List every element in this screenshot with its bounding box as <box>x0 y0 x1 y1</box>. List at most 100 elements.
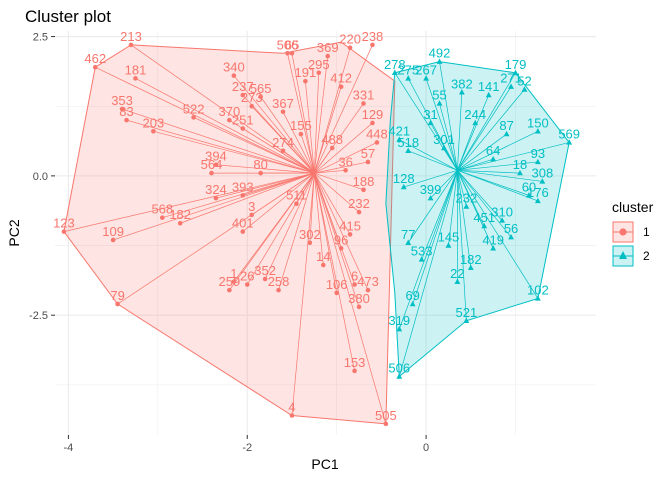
point-label: 506 <box>277 37 299 52</box>
cluster-1-spoke <box>193 117 315 174</box>
cluster-2-point <box>427 119 434 126</box>
cluster-1-spoke <box>314 161 369 174</box>
cluster-1-point <box>128 42 134 48</box>
cluster-2-point <box>427 194 434 201</box>
cluster-2-point <box>463 203 470 209</box>
cluster-1-point <box>240 126 246 131</box>
cluster-2-spoke <box>457 170 512 238</box>
cluster-1-point <box>361 187 366 193</box>
point-label: 26 <box>240 269 254 284</box>
cluster-1-point <box>365 287 371 293</box>
cluster-2-point <box>539 178 546 184</box>
point-label: 79 <box>110 288 124 303</box>
grid-minor <box>55 31 596 435</box>
cluster-1-point <box>231 279 237 285</box>
cluster-1-point <box>280 148 286 154</box>
point-label: 415 <box>339 218 361 233</box>
cluster-2-point <box>508 233 514 240</box>
cluster-1-spoke <box>242 172 315 232</box>
point-label: 109 <box>102 224 124 239</box>
point-label: 232 <box>455 191 477 206</box>
cluster-2-spoke <box>457 169 530 196</box>
cluster-1-point <box>365 159 371 165</box>
point-label: 271 <box>500 71 522 86</box>
cluster-1-point <box>303 78 308 84</box>
point-label: 179 <box>505 57 527 72</box>
point-label: 176 <box>527 185 549 200</box>
cluster-1-point <box>356 304 362 310</box>
cluster-1-spoke <box>313 86 342 174</box>
grid-major <box>55 31 596 435</box>
cluster-1-point <box>244 282 250 287</box>
cluster-1-spoke <box>313 172 342 249</box>
x-tick-label: 0 <box>423 442 429 454</box>
cluster-2-point <box>490 245 497 251</box>
point-label: 6 <box>351 269 358 284</box>
cluster-1-point <box>119 106 125 112</box>
point-label: 488 <box>321 132 343 147</box>
point-label: 83 <box>119 104 133 119</box>
legend-label-2: 2 <box>643 249 650 263</box>
cluster-2-point <box>458 89 465 95</box>
cluster-2-spoke <box>408 150 458 171</box>
point-label: 492 <box>429 46 451 61</box>
point-label: 522 <box>183 101 205 116</box>
cluster-2-spoke <box>457 170 467 321</box>
cluster-1-spoke <box>153 130 315 174</box>
cluster-2-spoke <box>399 139 458 171</box>
point-label: 251 <box>232 113 254 128</box>
cluster-2-point <box>467 264 474 271</box>
cluster-1-spoke <box>126 119 315 174</box>
cluster-2-spoke <box>412 170 458 305</box>
x-tick-label: -4 <box>64 442 74 454</box>
cluster-1-point <box>133 76 138 81</box>
cluster-2-point <box>481 222 488 229</box>
cluster-2-spoke <box>457 170 467 207</box>
cluster-1-spoke <box>313 172 360 307</box>
cluster-2-point <box>436 100 443 106</box>
cluster-1-point <box>338 246 344 251</box>
point-label: 394 <box>205 149 227 164</box>
point-label: 129 <box>362 107 384 122</box>
cluster-1-point <box>240 92 246 98</box>
y-axis-title: PC2 <box>6 219 22 246</box>
point-label: 462 <box>84 51 106 66</box>
cluster-2-point <box>566 139 573 145</box>
cluster-2-point <box>418 256 425 262</box>
point-label: 473 <box>357 274 379 289</box>
cluster-1-point <box>352 368 357 374</box>
cluster-1-point <box>240 193 246 198</box>
point-label: 77 <box>401 227 415 242</box>
legend-key-symbol <box>619 251 627 259</box>
cluster-2-point <box>503 130 510 137</box>
chart-title: Cluster plot <box>25 7 111 26</box>
cluster-1-spoke <box>314 172 369 291</box>
cluster-1-spoke <box>309 173 315 243</box>
point-label: 533 <box>411 243 433 258</box>
cluster-1-point <box>347 232 353 237</box>
cluster-1-spoke <box>313 47 351 174</box>
point-label: 93 <box>531 146 545 161</box>
point-label: 568 <box>151 202 173 217</box>
cluster-1-spoke <box>313 173 355 371</box>
cluster-2-spoke <box>457 130 539 171</box>
cluster-1-spoke <box>314 172 351 235</box>
point-label: 4 <box>288 399 295 414</box>
cluster-1-point <box>209 170 214 176</box>
cluster-2-spoke <box>457 170 503 221</box>
cluster-1-spoke <box>63 172 315 232</box>
point-label: 278 <box>384 57 406 72</box>
point-label: 399 <box>420 182 442 197</box>
point-label: 319 <box>388 313 410 328</box>
cluster-1-point <box>249 212 255 218</box>
point-label: 64 <box>486 143 500 158</box>
cluster-2-point <box>521 86 528 92</box>
cluster-2-spoke <box>457 133 507 171</box>
cluster-2-spoke <box>394 72 458 171</box>
cluster-2-spoke <box>443 147 458 171</box>
cluster-1-point <box>231 73 237 78</box>
point-label: 36 <box>338 154 352 169</box>
cluster-1-point <box>294 201 299 207</box>
point-label: 128 <box>393 171 415 186</box>
cluster-2-point <box>436 58 443 64</box>
